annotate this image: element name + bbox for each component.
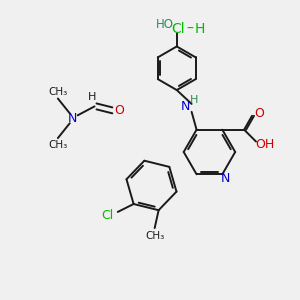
Text: –: – [186,22,193,36]
Text: N: N [68,112,77,125]
Text: N: N [220,172,230,185]
Text: N: N [181,100,190,113]
Text: Cl: Cl [171,22,184,36]
Text: H: H [88,92,97,101]
Text: CH₃: CH₃ [48,140,68,150]
Text: O: O [254,107,264,120]
Text: H: H [189,95,198,105]
Text: H: H [194,22,205,36]
Text: O: O [114,104,124,117]
Text: CH₃: CH₃ [145,231,164,241]
Text: HO: HO [156,18,174,31]
Text: CH₃: CH₃ [48,86,68,97]
Text: OH: OH [255,138,274,151]
Text: Cl: Cl [102,209,114,222]
